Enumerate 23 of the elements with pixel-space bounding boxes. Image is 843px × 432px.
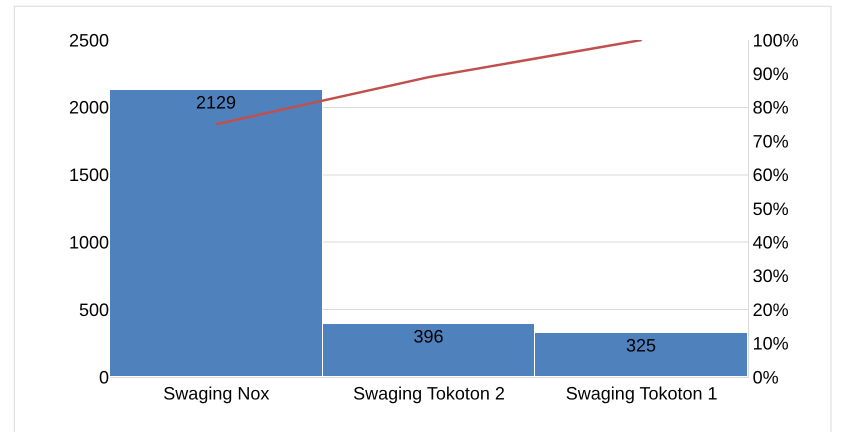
y2-tick-label: 90% (752, 64, 789, 84)
y2-tick-label: 50% (752, 198, 789, 219)
y-tick-label: 1500 (68, 165, 109, 186)
y2-tick-label: 60% (752, 165, 789, 186)
y2-tick-label: 20% (752, 300, 789, 320)
x-tick-label: Swaging Tokoton 1 (566, 384, 718, 404)
y2-tick-label: 40% (752, 232, 789, 252)
x-tick-label: Swaging Tokoton 2 (353, 384, 505, 404)
y-tick-label: 2500 (68, 30, 109, 50)
y2-tick-label: 80% (752, 98, 789, 118)
y2-tick-label: 10% (752, 334, 789, 354)
y2-tick-label: 100% (752, 30, 799, 50)
text: 396 (413, 326, 444, 346)
y-tick-label: 1000 (68, 232, 109, 252)
y2-tick-label: 0% (752, 367, 779, 388)
y2-tick-label: 70% (752, 131, 789, 152)
y-tick-label: 2000 (68, 98, 109, 118)
y-tick-label: 500 (78, 300, 109, 320)
text: 2129 (196, 92, 236, 112)
text: 325 (626, 336, 656, 356)
y2-tick-label: 30% (752, 266, 789, 286)
x-tick-label: Swaging Nox (163, 384, 270, 404)
y-tick-label: 0 (98, 367, 109, 388)
